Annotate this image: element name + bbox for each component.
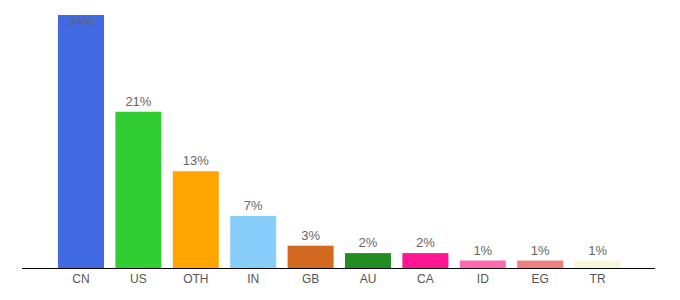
- bar: [58, 15, 104, 268]
- bar: [345, 253, 391, 268]
- data-label: 13%: [183, 153, 209, 168]
- bar: [460, 261, 506, 268]
- x-tick-label: OTH: [183, 272, 208, 286]
- data-label: 3%: [301, 228, 320, 243]
- x-tick-label: AU: [360, 272, 377, 286]
- bar: [230, 216, 276, 268]
- data-label: 1%: [531, 243, 550, 258]
- data-label: 2%: [416, 235, 435, 250]
- bar: [288, 246, 334, 268]
- x-tick-label: CA: [417, 272, 434, 286]
- bar: [115, 112, 161, 268]
- x-tick-label: EG: [532, 272, 549, 286]
- x-tick-label: IN: [247, 272, 259, 286]
- x-tick-label: CN: [72, 272, 89, 286]
- data-label: 7%: [244, 198, 263, 213]
- data-label: 1%: [473, 243, 492, 258]
- data-label: 34%: [68, 14, 94, 29]
- bars: [58, 15, 621, 268]
- chart: 34% 21% 13% 7% 3% 2% 2% 1% 1% 1% CN US OTH IN GB AU CA ID…: [0, 0, 680, 300]
- x-axis: [22, 268, 655, 269]
- bar: [517, 261, 563, 268]
- bar: [402, 253, 448, 268]
- data-label: 21%: [125, 94, 151, 109]
- x-tick-label: TR: [590, 272, 606, 286]
- bar: [173, 171, 219, 268]
- data-label: 2%: [359, 235, 378, 250]
- x-tick-label: ID: [477, 272, 489, 286]
- labels: 34% 21% 13% 7% 3% 2% 2% 1% 1% 1%: [68, 14, 607, 258]
- x-tick-label: US: [130, 272, 147, 286]
- x-tick-label: GB: [302, 272, 319, 286]
- data-label: 1%: [588, 243, 607, 258]
- bar: [575, 261, 621, 268]
